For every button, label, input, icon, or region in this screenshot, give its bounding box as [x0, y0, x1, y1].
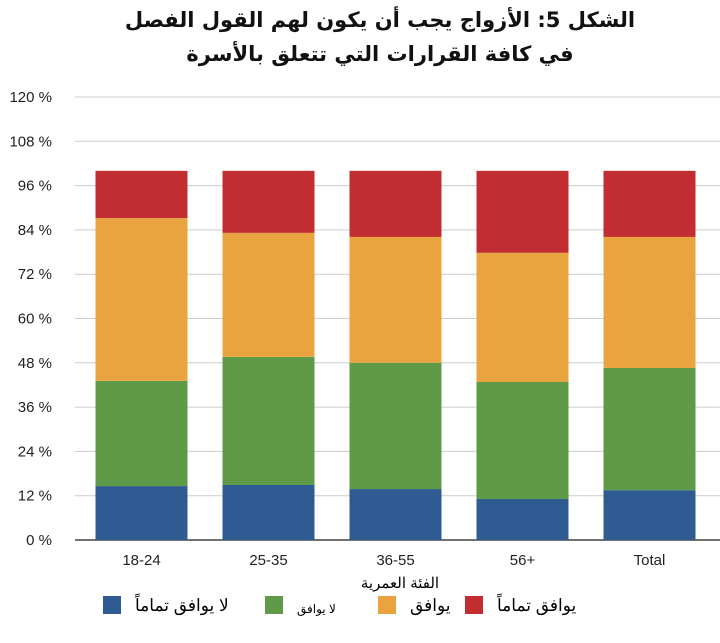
x-tick-label: Total: [634, 552, 666, 569]
x-tick-label: 56+: [510, 552, 536, 569]
bar-segment: [222, 484, 315, 540]
x-axis-label: الفئة العمرية: [360, 575, 440, 592]
bar-segment: [95, 170, 188, 219]
y-tick-label: 120 %: [9, 89, 52, 106]
chart-title-line-2: في كافة القرارات التي تتعلق بالأسرة: [186, 42, 574, 66]
legend-item-agree: يوافق: [378, 596, 451, 616]
y-tick-label: 24 %: [18, 443, 52, 460]
legend-item-strongly-disagree: لا يوافق تماماً: [103, 596, 229, 616]
x-tick-label: 25-35: [249, 552, 287, 569]
y-tick-label: 0 %: [26, 532, 52, 549]
y-tick-label: 96 %: [18, 178, 52, 195]
legend-item-strongly-agree: يوافق تماماً: [465, 596, 576, 616]
bar-segment: [603, 490, 696, 540]
y-tick-label: 60 %: [18, 311, 52, 328]
legend-label: يوافق تماماً: [497, 596, 577, 615]
legend-swatch: [378, 596, 396, 614]
legend-label: يوافق: [410, 596, 451, 615]
bar-segment: [95, 486, 188, 540]
legend-swatch: [265, 596, 283, 614]
bar-segment: [349, 489, 442, 540]
bar-segment: [603, 236, 696, 368]
bar-segment: [222, 356, 315, 485]
bar-segment: [349, 170, 442, 237]
chart-title-line-1: الشكل 5: الأزواج يجب أن يكون لهم القول ا…: [124, 8, 636, 32]
bar-segment: [476, 252, 569, 382]
y-tick-label: 84 %: [18, 222, 52, 239]
bar-segment: [95, 380, 188, 487]
bar-segment: [222, 170, 315, 233]
bar-segment: [95, 218, 188, 381]
y-tick-label: 36 %: [18, 399, 52, 416]
bar-segment: [476, 170, 569, 253]
x-tick-label: 36-55: [376, 552, 414, 569]
bar-segment: [476, 499, 569, 540]
x-tick-label: 18-24: [122, 552, 160, 569]
bar-segment: [349, 362, 442, 490]
legend-label: لا يوافق تماماً: [135, 596, 229, 615]
y-tick-label: 108 %: [9, 133, 52, 150]
bar-segment: [349, 236, 442, 363]
legend-swatch: [465, 596, 483, 614]
bar-segment: [476, 381, 569, 500]
legend-swatch: [103, 596, 121, 614]
bar-segment: [603, 367, 696, 491]
y-tick-label: 48 %: [18, 355, 52, 372]
legend-label: لا يوافق: [297, 602, 336, 616]
bar-segment: [222, 232, 315, 357]
y-tick-label: 12 %: [18, 488, 52, 505]
y-tick-label: 72 %: [18, 266, 52, 283]
bar-segment: [603, 170, 696, 237]
legend-item-disagree: لا يوافق: [265, 596, 336, 616]
